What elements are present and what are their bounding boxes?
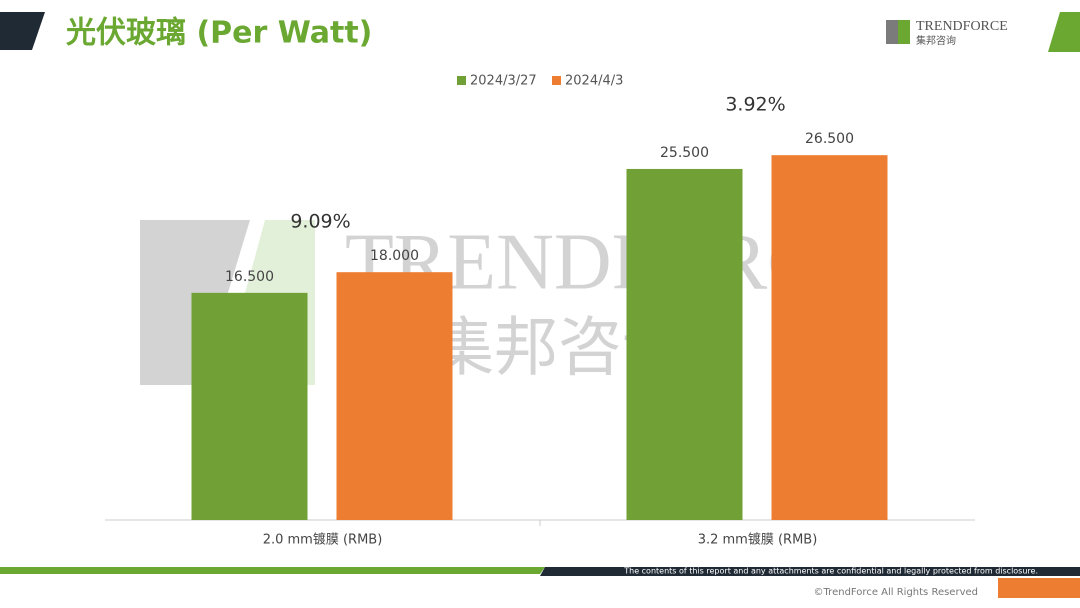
footer-bar	[540, 567, 1080, 576]
data-label: 18.000	[370, 248, 419, 264]
annotation: 3.92%	[725, 94, 785, 116]
data-label: 26.500	[805, 131, 854, 147]
bar	[626, 168, 743, 520]
logo-icon	[886, 20, 898, 44]
footer-block	[998, 578, 1080, 598]
legend-label: 2024/4/3	[565, 74, 623, 89]
slide-title: 光伏玻璃 (Per Watt)	[66, 16, 372, 51]
logo-text: 集邦咨询	[916, 34, 956, 47]
bar	[771, 155, 888, 520]
chart: 2024/3/27 2024/4/3 2.0 mm镀膜 (RMB) 16.500 18.…	[105, 74, 975, 548]
annotation: 9.09%	[290, 211, 350, 233]
x-tick-label: 2.0 mm镀膜 (RMB)	[263, 532, 383, 548]
logo: TRENDFORCE 集邦咨询	[886, 19, 1008, 47]
footer-notice: The contents of this report and any atta…	[623, 567, 1038, 576]
data-label: 25.500	[660, 145, 709, 161]
data-label: 16.500	[225, 269, 274, 285]
bar	[336, 272, 453, 520]
legend-swatch	[457, 76, 466, 85]
header-shape	[1048, 12, 1080, 52]
header-shape	[0, 12, 45, 50]
legend-label: 2024/3/27	[470, 74, 537, 89]
logo-text: TRENDFORCE	[916, 19, 1008, 34]
footer-bar	[0, 567, 545, 574]
bar	[191, 292, 308, 520]
footer-copyright: ©TrendForce All Rights Reserved	[814, 587, 978, 598]
x-tick-label: 3.2 mm镀膜 (RMB)	[698, 532, 818, 548]
legend-swatch	[552, 76, 561, 85]
